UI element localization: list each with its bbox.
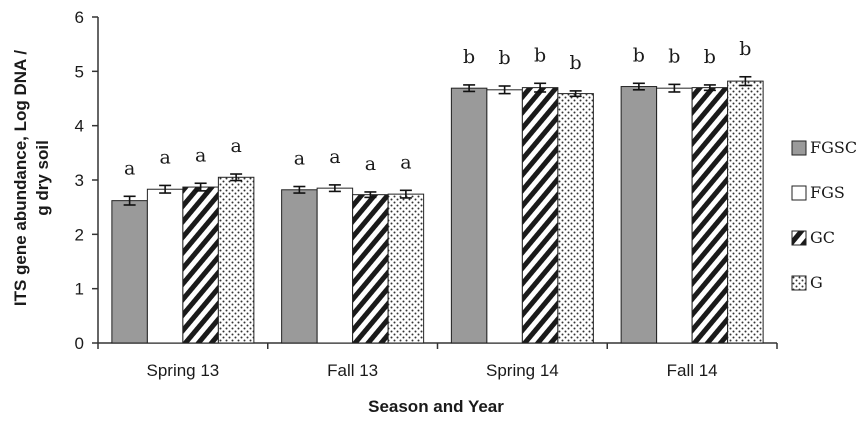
legend-label-fgsc: FGSC: [810, 138, 857, 157]
x-axis-title: Season and Year: [368, 397, 504, 416]
x-tick-label: Spring 13: [146, 361, 219, 380]
error-bar: [159, 184, 172, 194]
x-tick-label: Fall 14: [667, 361, 718, 380]
bar-fgs: [316, 187, 354, 344]
y-tick-label: 1: [75, 280, 84, 299]
bar-g: [727, 80, 764, 344]
y-tick-label: 4: [75, 117, 84, 136]
bar-fgsc: [620, 86, 658, 344]
significance-label: b: [534, 44, 546, 66]
error-bar: [498, 85, 511, 95]
error-bar: [123, 195, 136, 206]
error-bar: [569, 90, 582, 98]
error-bar: [364, 191, 377, 199]
bar-g: [557, 93, 594, 344]
legend-label-g: G: [810, 273, 823, 292]
bar-fgs: [146, 188, 184, 344]
significance-label: a: [329, 146, 340, 168]
error-bar: [293, 185, 306, 194]
bar-g: [217, 176, 255, 344]
legend-label-gc: GC: [810, 228, 835, 247]
error-bar: [668, 83, 681, 93]
legend-swatch-gc: [791, 230, 807, 246]
error-bar: [194, 182, 207, 192]
error-bar: [399, 189, 412, 199]
y-axis-title-line-2: g dry soil: [33, 140, 52, 216]
y-axis-title-line-1: ITS gene abundance, Log DNA /: [11, 50, 30, 307]
significance-label: a: [365, 153, 376, 175]
bar-g: [387, 193, 425, 344]
bar-fgsc: [111, 200, 148, 344]
significance-label: b: [739, 38, 751, 60]
error-bar: [534, 82, 547, 93]
error-bar: [632, 82, 645, 91]
bar-gc: [352, 194, 389, 344]
legend-swatch-fgsc: [791, 140, 807, 156]
y-tick-label: 3: [75, 171, 84, 190]
legend-label-fgs: FGS: [810, 183, 845, 202]
bar-fgsc: [450, 87, 488, 344]
significance-label: a: [400, 151, 411, 173]
x-tick-label: Fall 13: [327, 361, 378, 380]
error-bar: [463, 84, 476, 93]
error-bar: [739, 75, 752, 87]
significance-label: b: [570, 52, 582, 74]
y-axis-title: ITS gene abundance, Log DNA / g dry soil: [11, 50, 52, 307]
legend-swatch-g: [791, 275, 807, 291]
y-tick-label: 2: [75, 225, 84, 244]
bar-fgs: [656, 87, 693, 344]
y-tick-label: 6: [75, 8, 84, 27]
significance-label: a: [195, 144, 206, 166]
significance-label: b: [633, 44, 645, 66]
significance-label: b: [499, 47, 511, 69]
bar-gc: [691, 87, 729, 344]
y-tick-label: 5: [75, 62, 84, 81]
bar-gc: [521, 87, 559, 344]
bar-gc: [182, 186, 219, 344]
significance-label: b: [463, 46, 475, 68]
bar-fgs: [486, 89, 523, 344]
error-bar: [230, 173, 243, 182]
significance-label: a: [230, 135, 241, 157]
plot-area: 0 1 2 3 4 5 6 Spring 13 a a a a Fall 13 a a a a Spring 14…: [75, 8, 778, 380]
significance-label: b: [668, 45, 680, 67]
significance-label: a: [294, 148, 305, 170]
x-tick-label: Spring 14: [486, 361, 559, 380]
error-bar: [328, 184, 341, 193]
significance-label: b: [704, 46, 716, 68]
legend-swatch-fgs: [791, 185, 807, 201]
error-bar: [703, 84, 716, 92]
significance-label: a: [159, 146, 170, 168]
legend: FGSC FGS GC G: [791, 138, 857, 292]
y-tick-label: 0: [75, 334, 84, 353]
significance-label: a: [124, 157, 135, 179]
bar-fgsc: [281, 189, 318, 344]
